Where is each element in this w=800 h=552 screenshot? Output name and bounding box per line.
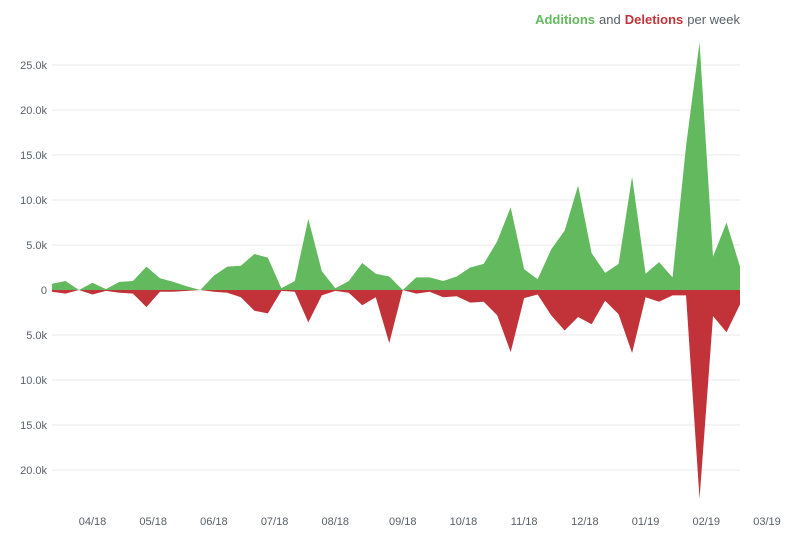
y-tick-label: 15.0k	[20, 150, 47, 162]
y-tick-label: 25.0k	[20, 60, 47, 72]
x-tick-label: 05/18	[139, 516, 167, 528]
x-tick-label: 01/19	[632, 516, 660, 528]
y-tick-label: 10.0k	[20, 375, 47, 387]
x-tick-label: 04/18	[79, 516, 107, 528]
x-tick-label: 02/19	[693, 516, 721, 528]
y-tick-label: 5.0k	[26, 240, 47, 252]
x-tick-label: 11/18	[511, 516, 538, 528]
deletions-area	[52, 290, 740, 499]
chart-legend: Additions and Deletions per week	[535, 12, 740, 27]
x-tick-label: 03/19	[753, 516, 781, 528]
x-tick-label: 07/18	[261, 516, 289, 528]
y-tick-label: 20.0k	[20, 465, 47, 477]
x-tick-label: 08/18	[322, 516, 350, 528]
x-tick-label: 06/18	[200, 516, 228, 528]
additions-area	[52, 42, 740, 290]
x-tick-label: 10/18	[450, 516, 478, 528]
y-tick-label: 10.0k	[20, 195, 47, 207]
legend-additions: Additions	[535, 12, 595, 27]
y-tick-label: 5.0k	[26, 330, 47, 342]
y-tick-label: 20.0k	[20, 105, 47, 117]
x-tick-label: 09/18	[389, 516, 417, 528]
y-tick-label: 0	[41, 285, 47, 297]
legend-connector: and	[599, 12, 621, 27]
legend-suffix: per week	[687, 12, 740, 27]
legend-deletions: Deletions	[625, 12, 684, 27]
y-tick-label: 15.0k	[20, 420, 47, 432]
axes: 25.0k 20.0k 15.0k 10.0k 5.0k 0 5.0k 10.0k 15.0k 2…	[20, 60, 781, 528]
x-tick-label: 12/18	[571, 516, 599, 528]
plot-areas	[52, 42, 740, 499]
